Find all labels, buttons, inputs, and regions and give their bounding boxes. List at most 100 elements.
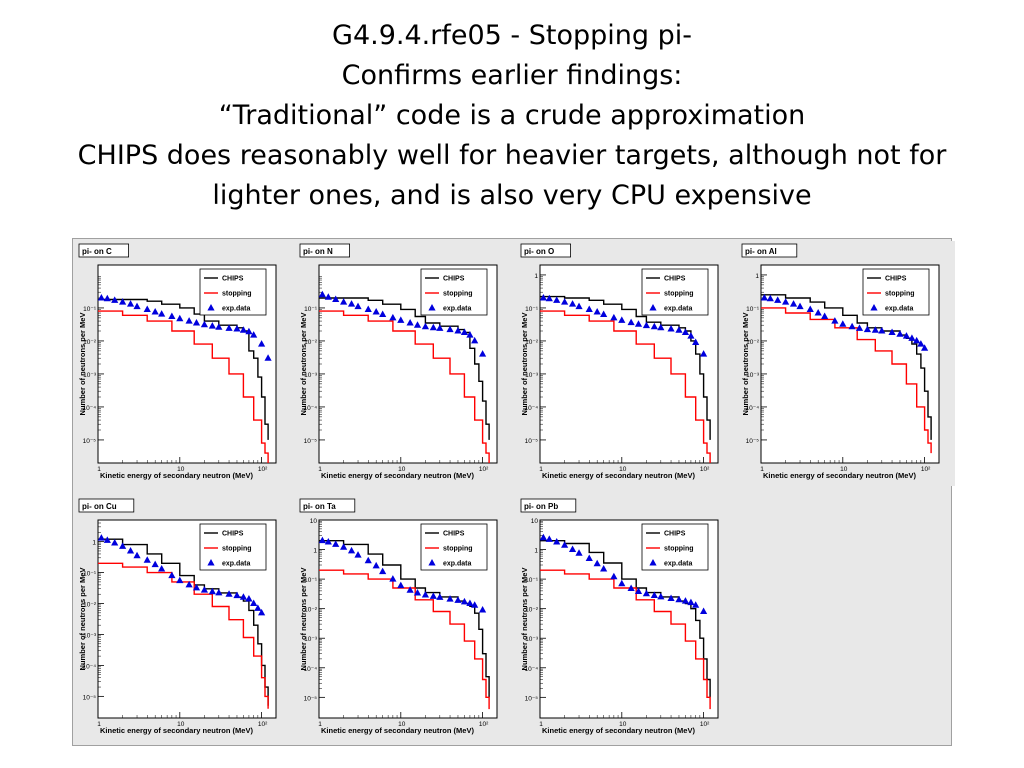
y-tick-label: 1 [755,273,759,280]
expdata-point [466,331,474,338]
expdata-point [561,541,569,548]
pad-title: pi- on Pb [524,502,558,511]
expdata-point [97,294,105,301]
expdata-point [151,560,159,568]
chart-pad-6: pi- on Ta 10⁻⁵ 10⁻⁴ 10⁻³ 10⁻² 10⁻¹ 1 10 1 10 10² Ki… [297,496,513,741]
expdata-point [796,302,804,310]
expdata-point [831,317,839,324]
legend-entry-label: CHIPS [222,531,244,538]
expdata-point [600,564,608,572]
y-tick-label: 10⁻⁴ [746,405,760,412]
chart-pad-4: pi- on Al 10⁻⁵ 10⁻⁴ 10⁻³ 10⁻² 10⁻¹ 1 1 10 10² Kine… [739,241,955,486]
x-tick-label: 1 [318,466,322,473]
expdata-point [699,607,708,615]
expdata-point [585,305,593,312]
expdata-point [821,312,829,320]
expdata-point [397,581,405,589]
expdata-point [913,336,921,344]
y-tick-label: 10⁻⁵ [525,438,539,445]
y-tick-label: 10⁻² [746,339,760,346]
expdata-point [675,326,683,333]
expdata-point [627,584,635,592]
x-tick-label: 10 [177,721,185,728]
y-axis-label: Number of neutrons per MeV [299,568,308,671]
expdata-point [158,310,166,317]
legend-entry-label: exp.data [885,306,914,313]
expdata-point [185,580,193,588]
pad-title-box [520,498,577,513]
legend-swatch-expdata [649,559,657,566]
expdata-point [650,322,658,330]
legend-entry-label: stopping [222,291,252,298]
expdata-point [119,542,127,549]
series-stopping-line [319,569,490,710]
y-tick-label: 10⁻² [304,339,318,346]
x-tick-label: 10² [700,721,710,728]
expdata-point [421,322,430,330]
expdata-point [185,317,193,324]
legend-swatch-expdata [207,304,215,311]
expdata-point [839,320,847,327]
y-tick-label: 10⁻⁴ [525,666,539,673]
y-tick-label: 10⁻² [83,602,97,609]
pad-title: pi- on Cu [82,502,117,511]
expdata-point [575,549,583,556]
expdata-point [250,331,258,338]
series-stopping-line [540,310,711,463]
series-stopping-line [319,310,490,463]
y-tick-label: 10⁻⁴ [304,405,318,412]
expdata-point [460,328,469,336]
expdata-point [642,589,651,597]
legend-entry-label: stopping [443,291,473,298]
expdata-point [332,540,340,547]
legend-entry-label: stopping [664,546,694,553]
expdata-point [168,312,176,320]
pad-title-box [78,243,129,258]
expdata-point [855,324,864,331]
expdata-point [568,545,577,553]
expdata-point [126,546,135,554]
y-tick-label: 10⁻³ [304,636,318,643]
legend-entry-label: exp.data [664,561,693,568]
chart-pad-3: pi- on O 10⁻⁵ 10⁻⁴ 10⁻³ 10⁻² 10⁻¹ 1 1 10 10² Kinet… [518,241,734,486]
x-axis-label: Kinetic energy of secondary neutron (MeV… [100,726,253,735]
y-tick-label: 10⁻¹ [746,306,760,313]
expdata-point [143,556,151,563]
x-axis-label: Kinetic energy of secondary neutron (MeV… [542,471,695,480]
expdata-point [372,308,380,315]
expdata-point [687,332,695,339]
expdata-point [133,302,141,310]
y-tick-label: 10 [531,518,539,525]
title-line-1: G4.9.4.rfe05 - Stopping pi- [332,20,692,51]
expdata-point [667,594,675,602]
x-tick-label: 10 [619,721,627,728]
expdata-point [233,591,241,599]
y-tick-label: 10⁻² [83,339,97,346]
x-axis-label: Kinetic energy of secondary neutron (MeV… [100,471,253,480]
expdata-point [340,298,348,305]
y-tick-label: 10⁻¹ [83,306,97,313]
x-tick-label: 1 [97,466,101,473]
title-line-4: CHIPS does reasonably well for heavier t… [77,140,947,171]
expdata-point [920,344,929,351]
y-tick-label: 10⁻⁴ [83,405,97,412]
x-tick-label: 10² [258,466,268,473]
expdata-point [692,338,700,345]
expdata-point [553,538,561,545]
expdata-point [225,324,233,331]
y-tick-label: 10⁻² [525,339,539,346]
expdata-point [478,350,487,357]
x-tick-label: 1 [539,466,543,473]
x-tick-label: 1 [97,721,101,728]
expdata-point [871,326,879,333]
expdata-point [257,608,266,616]
expdata-point [471,336,479,344]
expdata-point [406,318,414,326]
x-tick-label: 10 [177,466,185,473]
legend-box [199,523,267,571]
expdata-point [406,586,414,593]
expdata-point [593,308,601,315]
y-tick-label: 1 [534,548,538,555]
expdata-point [192,583,201,591]
expdata-point [814,309,822,316]
